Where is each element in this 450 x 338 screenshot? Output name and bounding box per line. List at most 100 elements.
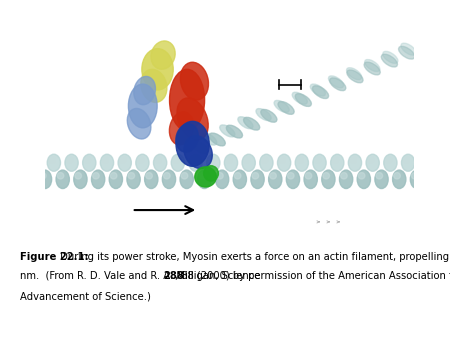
Ellipse shape — [348, 154, 362, 171]
Ellipse shape — [376, 172, 382, 179]
Text: 288: 288 — [163, 271, 184, 282]
Ellipse shape — [278, 101, 294, 114]
Ellipse shape — [238, 117, 253, 129]
Ellipse shape — [411, 172, 418, 179]
Ellipse shape — [383, 51, 398, 63]
Ellipse shape — [226, 125, 243, 138]
Ellipse shape — [138, 157, 144, 163]
Ellipse shape — [392, 170, 406, 189]
Ellipse shape — [347, 70, 363, 83]
Ellipse shape — [410, 170, 423, 189]
Ellipse shape — [331, 154, 344, 171]
Ellipse shape — [242, 154, 255, 171]
Ellipse shape — [244, 157, 250, 163]
Text: nm.  (From R. D. Vale and R. A. Milligan, Science: nm. (From R. D. Vale and R. A. Milligan,… — [20, 271, 264, 282]
Ellipse shape — [93, 172, 99, 179]
Ellipse shape — [274, 100, 289, 113]
Ellipse shape — [180, 170, 194, 189]
Ellipse shape — [292, 92, 307, 104]
Ellipse shape — [180, 62, 208, 100]
Ellipse shape — [202, 133, 217, 145]
Ellipse shape — [184, 136, 212, 169]
Ellipse shape — [57, 172, 64, 179]
Text: Figure 22.1:: Figure 22.1: — [20, 252, 89, 262]
Ellipse shape — [173, 157, 179, 163]
Ellipse shape — [278, 154, 291, 171]
Ellipse shape — [120, 157, 126, 163]
Ellipse shape — [252, 172, 259, 179]
Ellipse shape — [286, 170, 300, 189]
Ellipse shape — [333, 157, 338, 163]
Ellipse shape — [323, 172, 329, 179]
Text: , 88 (2000) by permission of the American Association for the: , 88 (2000) by permission of the America… — [175, 271, 450, 282]
Ellipse shape — [243, 117, 260, 130]
Ellipse shape — [170, 69, 205, 131]
Ellipse shape — [366, 154, 379, 171]
Ellipse shape — [357, 170, 370, 189]
Ellipse shape — [358, 172, 365, 179]
Ellipse shape — [233, 170, 247, 189]
Ellipse shape — [40, 172, 46, 179]
Ellipse shape — [127, 170, 140, 189]
Ellipse shape — [169, 112, 194, 145]
Ellipse shape — [151, 41, 175, 69]
Ellipse shape — [127, 108, 151, 139]
Ellipse shape — [220, 125, 235, 137]
Ellipse shape — [144, 170, 158, 189]
Ellipse shape — [394, 172, 400, 179]
Ellipse shape — [134, 76, 155, 105]
Ellipse shape — [313, 154, 326, 171]
Text: Advancement of Science.): Advancement of Science.) — [20, 291, 151, 301]
Ellipse shape — [128, 84, 157, 128]
Ellipse shape — [364, 62, 380, 75]
Ellipse shape — [163, 172, 170, 179]
Ellipse shape — [102, 157, 108, 163]
Text: During its power stroke, Myosin exerts a force on an actin filament, propelling : During its power stroke, Myosin exerts a… — [57, 252, 450, 262]
Ellipse shape — [403, 157, 409, 163]
Ellipse shape — [304, 170, 317, 189]
Ellipse shape — [346, 68, 362, 80]
Ellipse shape — [153, 154, 167, 171]
Ellipse shape — [171, 154, 184, 171]
Ellipse shape — [341, 172, 347, 179]
Ellipse shape — [208, 157, 214, 163]
Ellipse shape — [83, 154, 96, 171]
Ellipse shape — [177, 98, 208, 140]
Ellipse shape — [375, 170, 388, 189]
Ellipse shape — [65, 154, 78, 171]
Ellipse shape — [295, 94, 311, 106]
Ellipse shape — [297, 157, 303, 163]
Ellipse shape — [295, 154, 308, 171]
Ellipse shape — [109, 170, 122, 189]
Ellipse shape — [260, 154, 273, 171]
Ellipse shape — [204, 166, 218, 181]
Ellipse shape — [216, 172, 223, 179]
Ellipse shape — [381, 54, 397, 67]
Ellipse shape — [310, 84, 325, 96]
Ellipse shape — [176, 121, 209, 166]
Ellipse shape — [56, 170, 69, 189]
Ellipse shape — [91, 170, 105, 189]
Ellipse shape — [209, 133, 225, 146]
Ellipse shape — [269, 170, 282, 189]
Ellipse shape — [67, 157, 73, 163]
Ellipse shape — [225, 154, 238, 171]
Ellipse shape — [401, 154, 415, 171]
Ellipse shape — [226, 157, 232, 163]
Ellipse shape — [162, 170, 176, 189]
Ellipse shape — [74, 170, 87, 189]
Ellipse shape — [141, 69, 167, 102]
Ellipse shape — [191, 157, 197, 163]
Ellipse shape — [399, 46, 415, 59]
Ellipse shape — [216, 170, 229, 189]
Ellipse shape — [251, 170, 264, 189]
Ellipse shape — [261, 110, 277, 122]
Ellipse shape — [339, 170, 353, 189]
Ellipse shape — [155, 157, 161, 163]
Ellipse shape — [364, 59, 380, 72]
Ellipse shape — [328, 76, 343, 88]
Ellipse shape — [118, 154, 131, 171]
Ellipse shape — [384, 154, 397, 171]
Ellipse shape — [312, 86, 328, 99]
Ellipse shape — [136, 154, 149, 171]
